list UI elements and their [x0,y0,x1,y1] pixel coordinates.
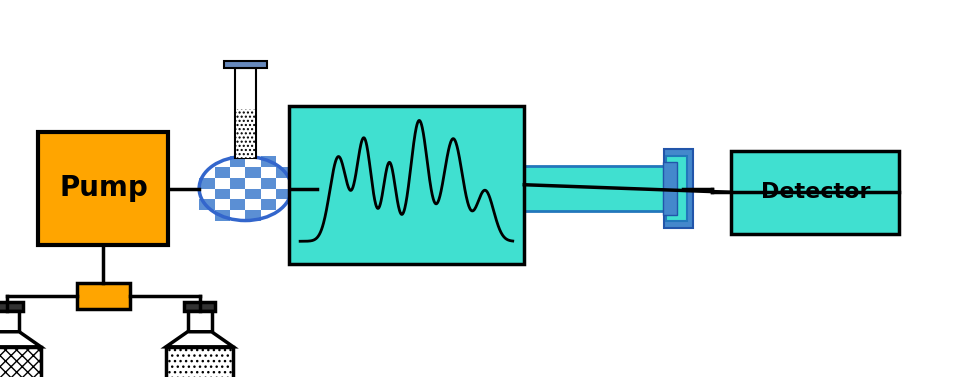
Bar [199,178,214,188]
Bar [214,210,230,221]
FancyBboxPatch shape [730,151,899,234]
Bar [365,166,673,211]
Bar [230,199,245,210]
Bar [235,109,255,158]
Bar [662,162,677,215]
Bar [241,68,249,156]
Bar [199,167,214,178]
Bar [0,347,41,377]
Bar [230,210,245,221]
Bar [318,162,333,215]
Bar [0,311,19,332]
FancyBboxPatch shape [288,106,524,264]
Bar [199,188,214,199]
Bar [230,167,245,178]
Text: Pump: Pump [59,175,148,202]
Text: Detector: Detector [760,182,869,202]
Bar [276,199,291,210]
Bar [214,199,230,210]
Bar [245,178,260,188]
Bar [308,149,336,228]
Bar [260,188,276,199]
Polygon shape [166,332,234,347]
Bar [245,210,260,221]
Bar [245,199,260,210]
Bar [276,178,291,188]
Bar [260,167,276,178]
Bar [315,156,336,221]
Bar [223,61,267,68]
Polygon shape [0,332,41,347]
Bar [214,167,230,178]
Bar [276,167,291,178]
Bar [0,302,23,311]
Bar [230,156,245,167]
Bar [663,149,692,228]
FancyBboxPatch shape [38,132,168,245]
Bar [234,68,256,158]
Bar [260,210,276,221]
Bar [199,199,214,210]
Bar [214,178,230,188]
Bar [187,311,211,332]
Bar [260,178,276,188]
Bar [214,156,230,167]
Bar [77,283,130,309]
Bar [230,178,245,188]
Bar [665,156,686,221]
Bar [245,188,260,199]
Bar [260,156,276,167]
Bar [245,167,260,178]
Bar [245,156,260,167]
Bar [230,188,245,199]
Bar [214,188,230,199]
Bar [276,188,291,199]
Bar [184,302,215,311]
Bar [166,347,234,377]
Bar [260,199,276,210]
